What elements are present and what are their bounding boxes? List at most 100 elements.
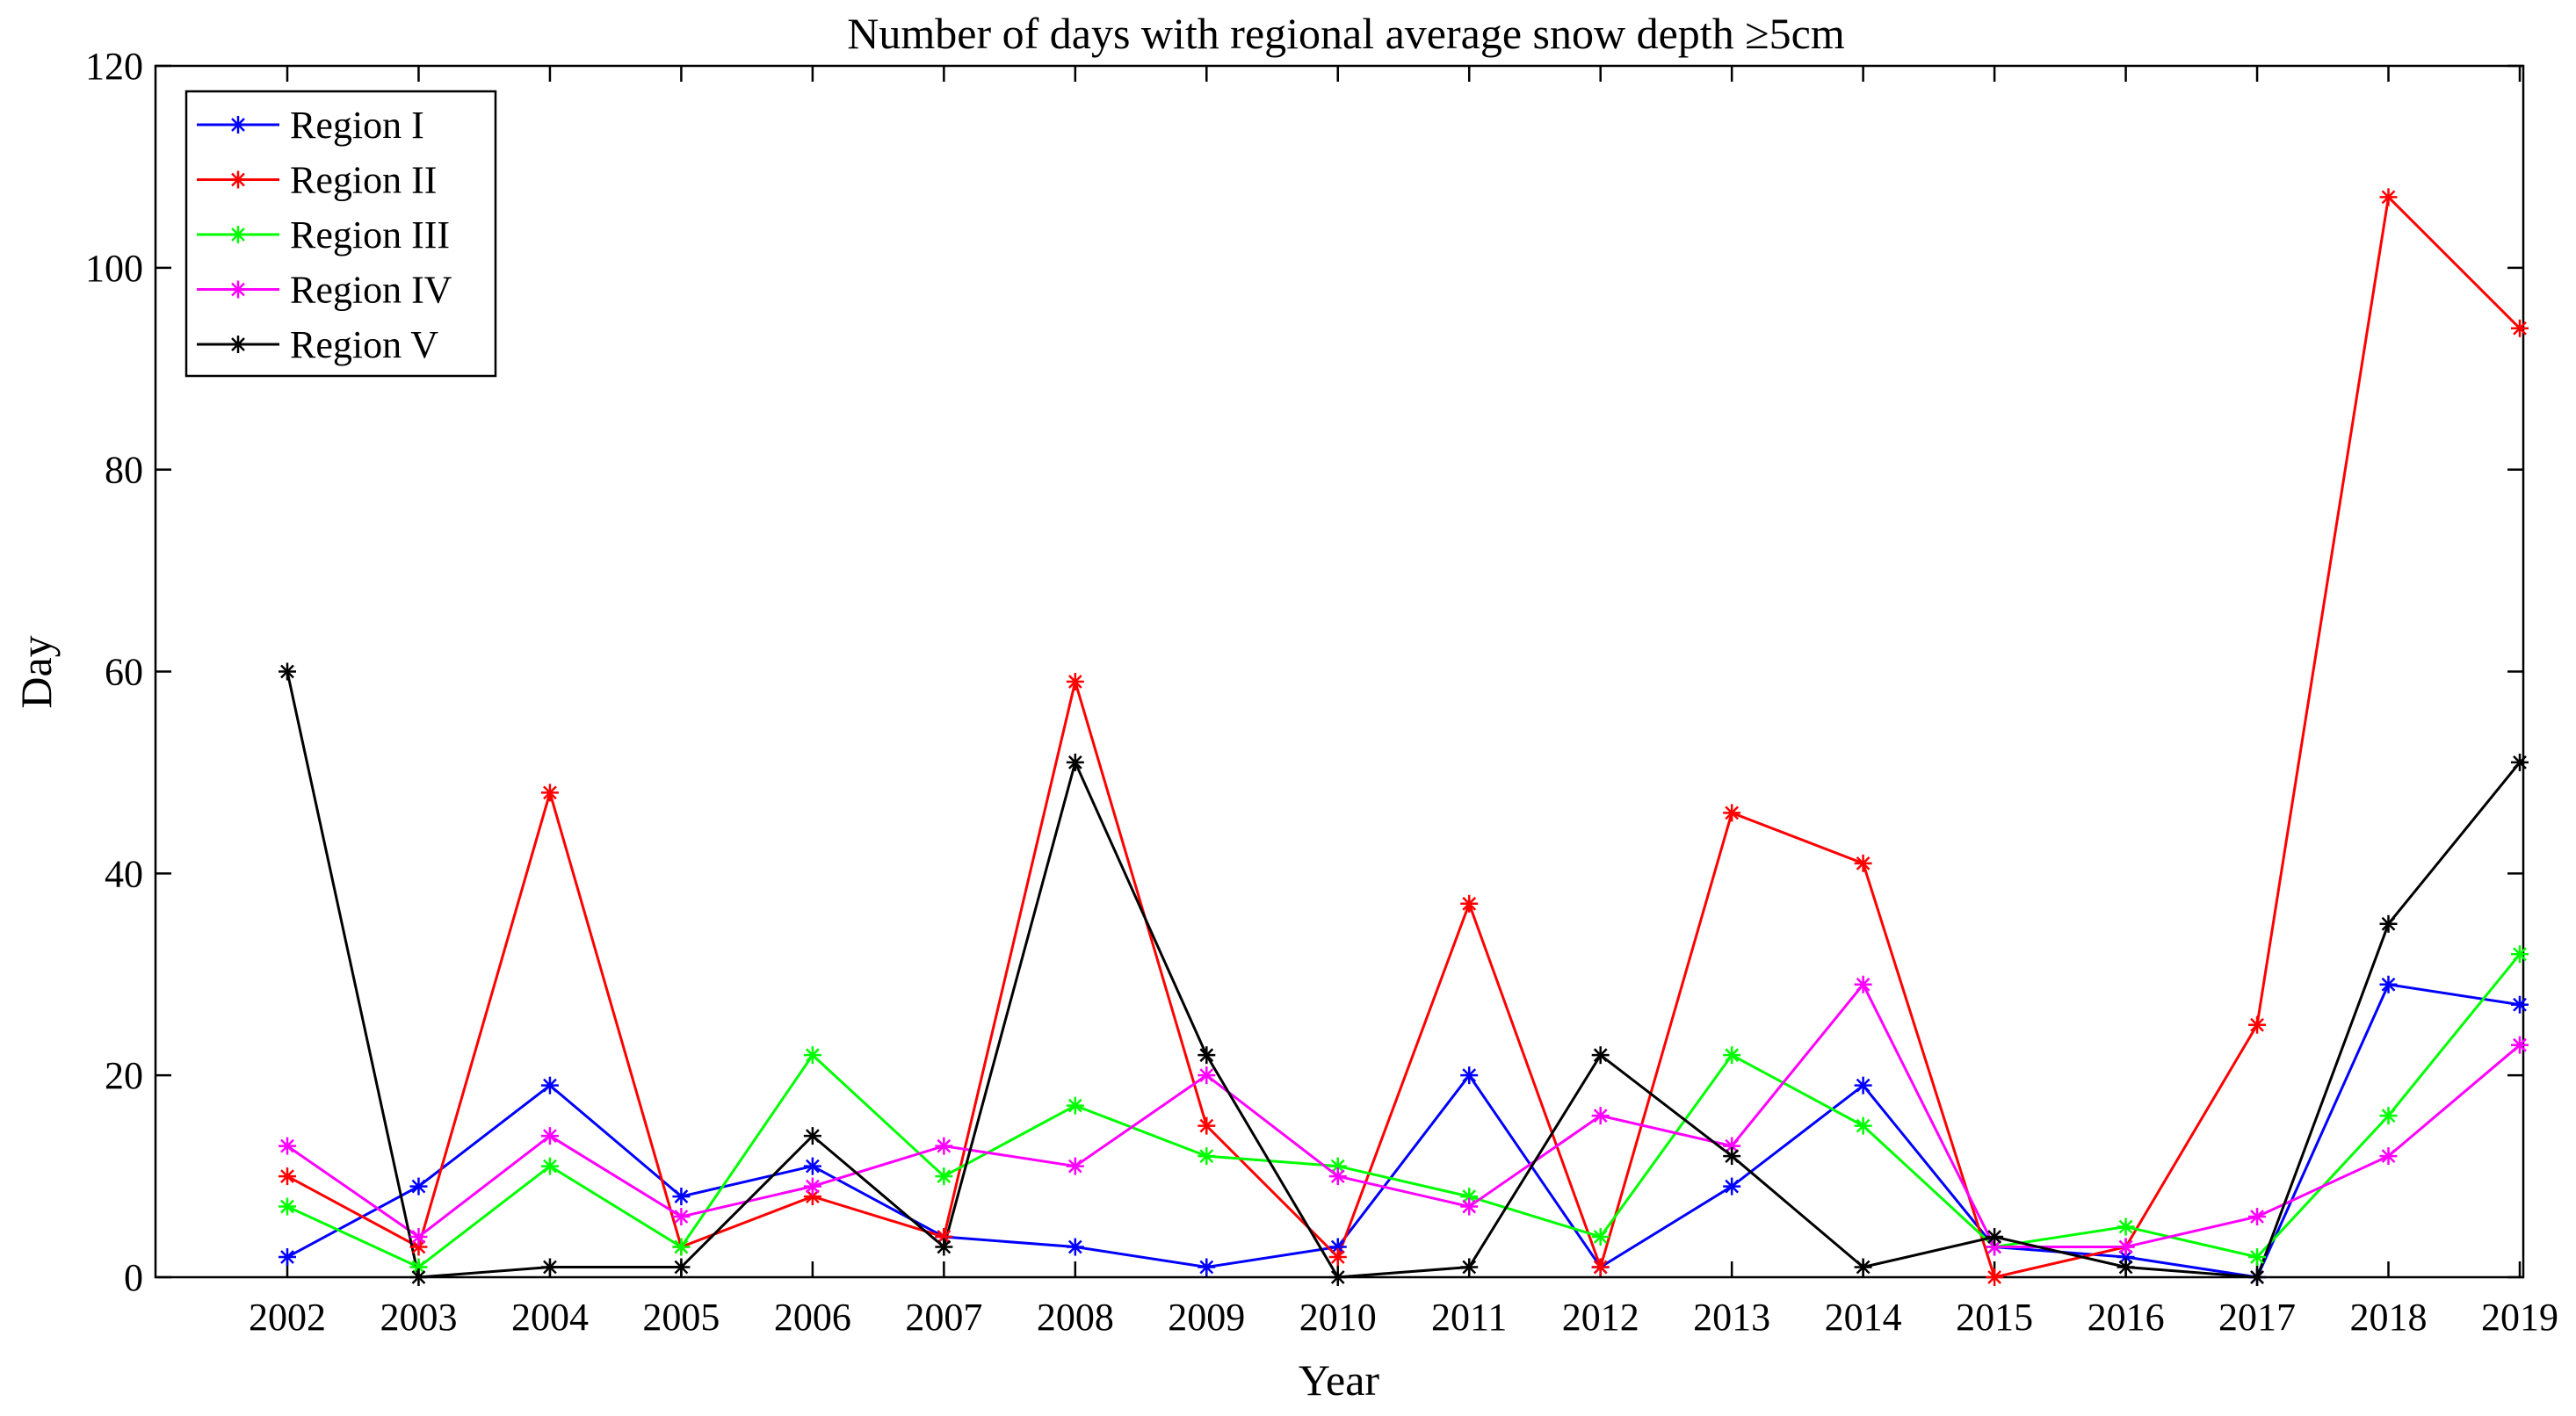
data-point-region-4-2014 bbox=[1854, 975, 1872, 993]
data-point-region-3-2002-stroke-3 bbox=[280, 1199, 294, 1214]
data-point-region-5-2019-stroke-3 bbox=[2513, 755, 2527, 769]
data-point-region-1-2019 bbox=[2510, 995, 2529, 1014]
data-point-region-3-2018 bbox=[2379, 1107, 2398, 1125]
x-tick-label-2015: 2015 bbox=[1956, 1296, 2033, 1339]
y-tick-label-60: 60 bbox=[105, 651, 143, 694]
data-point-region-3-2006-stroke-3 bbox=[805, 1048, 820, 1063]
x-tick-label-2018: 2018 bbox=[2350, 1296, 2428, 1339]
data-point-region-3-2012 bbox=[1591, 1228, 1610, 1246]
data-point-region-4-2003-stroke-3 bbox=[411, 1230, 426, 1244]
x-tick-label-2002: 2002 bbox=[249, 1296, 326, 1339]
data-point-region-3-2005 bbox=[672, 1238, 691, 1256]
data-point-region-1-2014 bbox=[1854, 1076, 1872, 1095]
data-point-region-4-2012-stroke-3 bbox=[1593, 1109, 1608, 1123]
data-point-region-2-2011-stroke-3 bbox=[1462, 896, 1477, 911]
y-tick-label-120: 120 bbox=[85, 45, 143, 88]
x-tick-label-2009: 2009 bbox=[1168, 1296, 1245, 1339]
data-point-region-5-2018-stroke-3 bbox=[2381, 916, 2396, 931]
legend-label-region-4: Region IV bbox=[290, 269, 452, 312]
x-axis-label: Year bbox=[1299, 1355, 1379, 1405]
x-tick-label-2006: 2006 bbox=[774, 1296, 851, 1339]
data-point-region-4-2008-stroke-3 bbox=[1067, 1159, 1082, 1174]
data-point-region-5-2015 bbox=[1986, 1228, 2004, 1246]
data-point-region-3-2014-stroke-3 bbox=[1856, 1118, 1870, 1133]
data-point-region-4-2006 bbox=[803, 1177, 821, 1196]
data-point-region-4-2011-stroke-3 bbox=[1462, 1199, 1477, 1214]
data-point-region-2-2013-stroke-3 bbox=[1725, 806, 1740, 820]
legend-marker-region-3 bbox=[229, 226, 247, 243]
data-point-region-1-2018-stroke-3 bbox=[2381, 977, 2396, 992]
data-point-region-1-2004-stroke-3 bbox=[543, 1078, 557, 1093]
data-point-region-1-2018 bbox=[2379, 975, 2398, 993]
y-axis-label: Day bbox=[11, 635, 61, 708]
chart-title: Number of days with regional average sno… bbox=[847, 9, 1845, 58]
data-point-region-1-2013 bbox=[1723, 1177, 1741, 1196]
data-point-region-5-2011-stroke-3 bbox=[1462, 1260, 1477, 1275]
legend-marker-region-2-stroke-3 bbox=[231, 172, 245, 187]
data-point-region-3-2007 bbox=[935, 1167, 953, 1186]
data-point-region-2-2007-stroke-3 bbox=[937, 1230, 952, 1244]
legend-marker-region-2 bbox=[229, 170, 247, 189]
data-point-region-1-2016-stroke-3 bbox=[2118, 1250, 2133, 1264]
series-markers bbox=[279, 188, 2529, 1286]
data-point-region-4-2002-stroke-3 bbox=[280, 1138, 294, 1153]
data-point-region-1-2009-stroke-3 bbox=[1199, 1260, 1214, 1275]
data-point-region-3-2004 bbox=[540, 1157, 559, 1175]
data-point-region-4-2002 bbox=[279, 1137, 296, 1155]
data-point-region-5-2012 bbox=[1591, 1046, 1610, 1065]
data-point-region-1-2011 bbox=[1460, 1066, 1479, 1085]
data-point-region-4-2019-stroke-3 bbox=[2513, 1037, 2527, 1052]
data-point-region-5-2002-stroke-3 bbox=[280, 664, 294, 679]
data-point-region-3-2019 bbox=[2510, 945, 2529, 964]
legend: Region I Region II Region III Region IV Regi… bbox=[185, 90, 497, 378]
data-point-region-5-2017-stroke-3 bbox=[2250, 1270, 2264, 1284]
data-point-region-1-2013-stroke-3 bbox=[1725, 1179, 1740, 1194]
data-point-region-2-2008 bbox=[1066, 672, 1084, 690]
data-point-region-2-2002 bbox=[279, 1167, 296, 1186]
data-point-region-5-2012-stroke-3 bbox=[1593, 1048, 1608, 1063]
data-point-region-3-2017 bbox=[2248, 1248, 2267, 1267]
data-point-region-3-2008 bbox=[1066, 1096, 1084, 1115]
series-line-region-3 bbox=[286, 953, 2522, 1269]
data-point-region-2-2018 bbox=[2379, 188, 2398, 206]
data-point-region-4-2011 bbox=[1460, 1197, 1479, 1216]
data-point-region-2-2012-stroke-3 bbox=[1593, 1260, 1608, 1275]
data-point-region-3-2012-stroke-3 bbox=[1593, 1230, 1608, 1244]
data-point-region-5-2005 bbox=[672, 1258, 691, 1276]
data-point-region-2-2014 bbox=[1854, 854, 1872, 872]
x-tick-label-2014: 2014 bbox=[1825, 1296, 1902, 1339]
data-point-region-3-2009 bbox=[1198, 1147, 1216, 1166]
data-point-region-3-2011-stroke-3 bbox=[1462, 1189, 1477, 1203]
legend-marker-region-1 bbox=[229, 116, 247, 134]
data-point-region-4-2017-stroke-3 bbox=[2250, 1210, 2264, 1224]
data-point-region-4-2010 bbox=[1328, 1167, 1347, 1186]
data-point-region-5-2009 bbox=[1198, 1046, 1216, 1065]
legend-marker-region-5-stroke-3 bbox=[231, 337, 245, 351]
data-point-region-2-2011 bbox=[1460, 894, 1479, 913]
data-point-region-4-2009-stroke-3 bbox=[1199, 1068, 1214, 1083]
data-point-region-2-2004 bbox=[540, 784, 559, 802]
data-point-region-3-2013 bbox=[1723, 1046, 1741, 1065]
data-point-region-4-2019 bbox=[2510, 1036, 2529, 1054]
data-point-region-3-2003-stroke-3 bbox=[411, 1260, 426, 1275]
data-point-region-2-2008-stroke-3 bbox=[1067, 675, 1082, 689]
data-point-region-4-2015-stroke-3 bbox=[1987, 1239, 2001, 1254]
data-point-region-1-2008 bbox=[1066, 1238, 1084, 1256]
data-point-region-3-2006 bbox=[803, 1046, 821, 1065]
data-point-region-3-2013-stroke-3 bbox=[1725, 1048, 1740, 1063]
legend-marker-region-4-stroke-3 bbox=[231, 282, 245, 297]
data-point-region-3-2010 bbox=[1328, 1157, 1347, 1175]
data-point-region-3-2018-stroke-3 bbox=[2381, 1109, 2396, 1123]
data-point-region-4-2005 bbox=[672, 1208, 691, 1226]
data-point-region-4-2018-stroke-3 bbox=[2381, 1149, 2396, 1163]
series-lines bbox=[286, 194, 2522, 1279]
data-point-region-3-2017-stroke-3 bbox=[2250, 1250, 2264, 1264]
data-point-region-5-2015-stroke-3 bbox=[1987, 1230, 2001, 1244]
data-point-region-5-2008 bbox=[1066, 753, 1084, 771]
data-point-region-1-2014-stroke-3 bbox=[1856, 1078, 1870, 1093]
data-point-region-3-2007-stroke-3 bbox=[937, 1169, 952, 1183]
series-line-region-4 bbox=[286, 981, 2521, 1249]
data-point-region-2-2012 bbox=[1591, 1258, 1610, 1276]
data-point-region-5-2006 bbox=[803, 1127, 821, 1145]
